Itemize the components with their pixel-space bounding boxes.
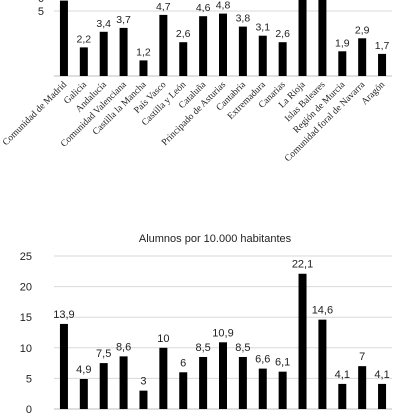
category-label: Comunidad de Madrid (1, 80, 69, 148)
bar (298, 0, 307, 76)
bar (139, 60, 148, 76)
data-label: 13,9 (53, 309, 74, 321)
bar (99, 363, 108, 409)
data-label: 8,5 (235, 342, 250, 354)
data-label: 8,6 (116, 341, 131, 353)
bar (238, 26, 247, 77)
bar (199, 16, 208, 76)
y-tick-label: 5 (26, 373, 32, 385)
data-label: 1,9 (335, 37, 350, 49)
y-tick-label: 0 (26, 404, 32, 416)
bar (79, 47, 88, 76)
bar (258, 368, 267, 409)
bar (59, 0, 68, 77)
bar (378, 383, 387, 409)
bar (179, 372, 188, 409)
bar (318, 0, 327, 76)
data-label: 3 (140, 376, 146, 388)
data-label: 3,8 (236, 13, 251, 25)
chart-title: Alumnos por 10.000 habitantes (139, 233, 292, 245)
bar (139, 390, 148, 409)
bar (99, 31, 108, 76)
data-label: 2,6 (275, 28, 290, 40)
bar (119, 356, 128, 409)
bar (238, 356, 247, 409)
data-label: 4,1 (374, 369, 389, 381)
data-label: 10 (157, 333, 169, 345)
bar (358, 366, 367, 409)
data-label: 10,9 (212, 327, 233, 339)
y-tick-label: 6 (38, 0, 44, 5)
bar (179, 42, 188, 76)
bar (278, 371, 287, 409)
bar (79, 379, 88, 409)
bar (258, 35, 267, 76)
bar (378, 53, 387, 76)
bar (199, 356, 208, 409)
y-tick-label: 25 (20, 251, 32, 263)
data-label: 4,6 (196, 2, 211, 14)
data-label: 3,1 (255, 22, 270, 34)
data-label: 2,6 (176, 28, 191, 40)
bar (159, 347, 168, 409)
data-label: 7 (359, 351, 365, 363)
data-label: 4,8 (216, 0, 231, 12)
data-label: 1,7 (375, 40, 390, 52)
bar (159, 14, 168, 76)
bar (338, 51, 347, 76)
y-tick-label: 20 (20, 282, 32, 294)
bar (358, 38, 367, 76)
data-label: 22,1 (292, 259, 313, 271)
data-label: 4,7 (156, 1, 171, 13)
bar (318, 319, 327, 409)
data-label: 2,2 (77, 33, 92, 45)
data-label: 6,1 (275, 357, 290, 369)
y-tick-label: 15 (20, 312, 32, 324)
data-label: 6 (180, 357, 186, 369)
bottom-bar-chart: 0 5 10 15 20 25 13,9 4,9 7,5 8,6 3 10 6 8,510,98,5 6,6… (20, 251, 392, 416)
bar (59, 323, 68, 409)
data-label: 4,9 (76, 364, 91, 376)
top-bar-chart: 56Comunidad de Madrid2,2Galicia3,4Andalu… (1, 0, 392, 164)
data-label: 2,9 (355, 24, 370, 36)
bar (219, 342, 227, 409)
data-label: 1,2 (136, 46, 151, 58)
data-label: 8,5 (195, 342, 210, 354)
bar (119, 27, 128, 76)
bar (278, 42, 287, 76)
data-label: 6,6 (255, 354, 270, 366)
y-tick-label: 10 (20, 343, 32, 355)
bar (338, 383, 347, 409)
data-label: 3,4 (96, 18, 111, 30)
data-label: 7,5 (96, 348, 111, 360)
data-label: 3,7 (116, 14, 131, 26)
bar (219, 13, 227, 77)
data-label: 4,1 (335, 369, 350, 381)
bar (298, 273, 307, 409)
data-label: 14,6 (312, 305, 333, 317)
y-tick-label: 5 (38, 6, 44, 18)
